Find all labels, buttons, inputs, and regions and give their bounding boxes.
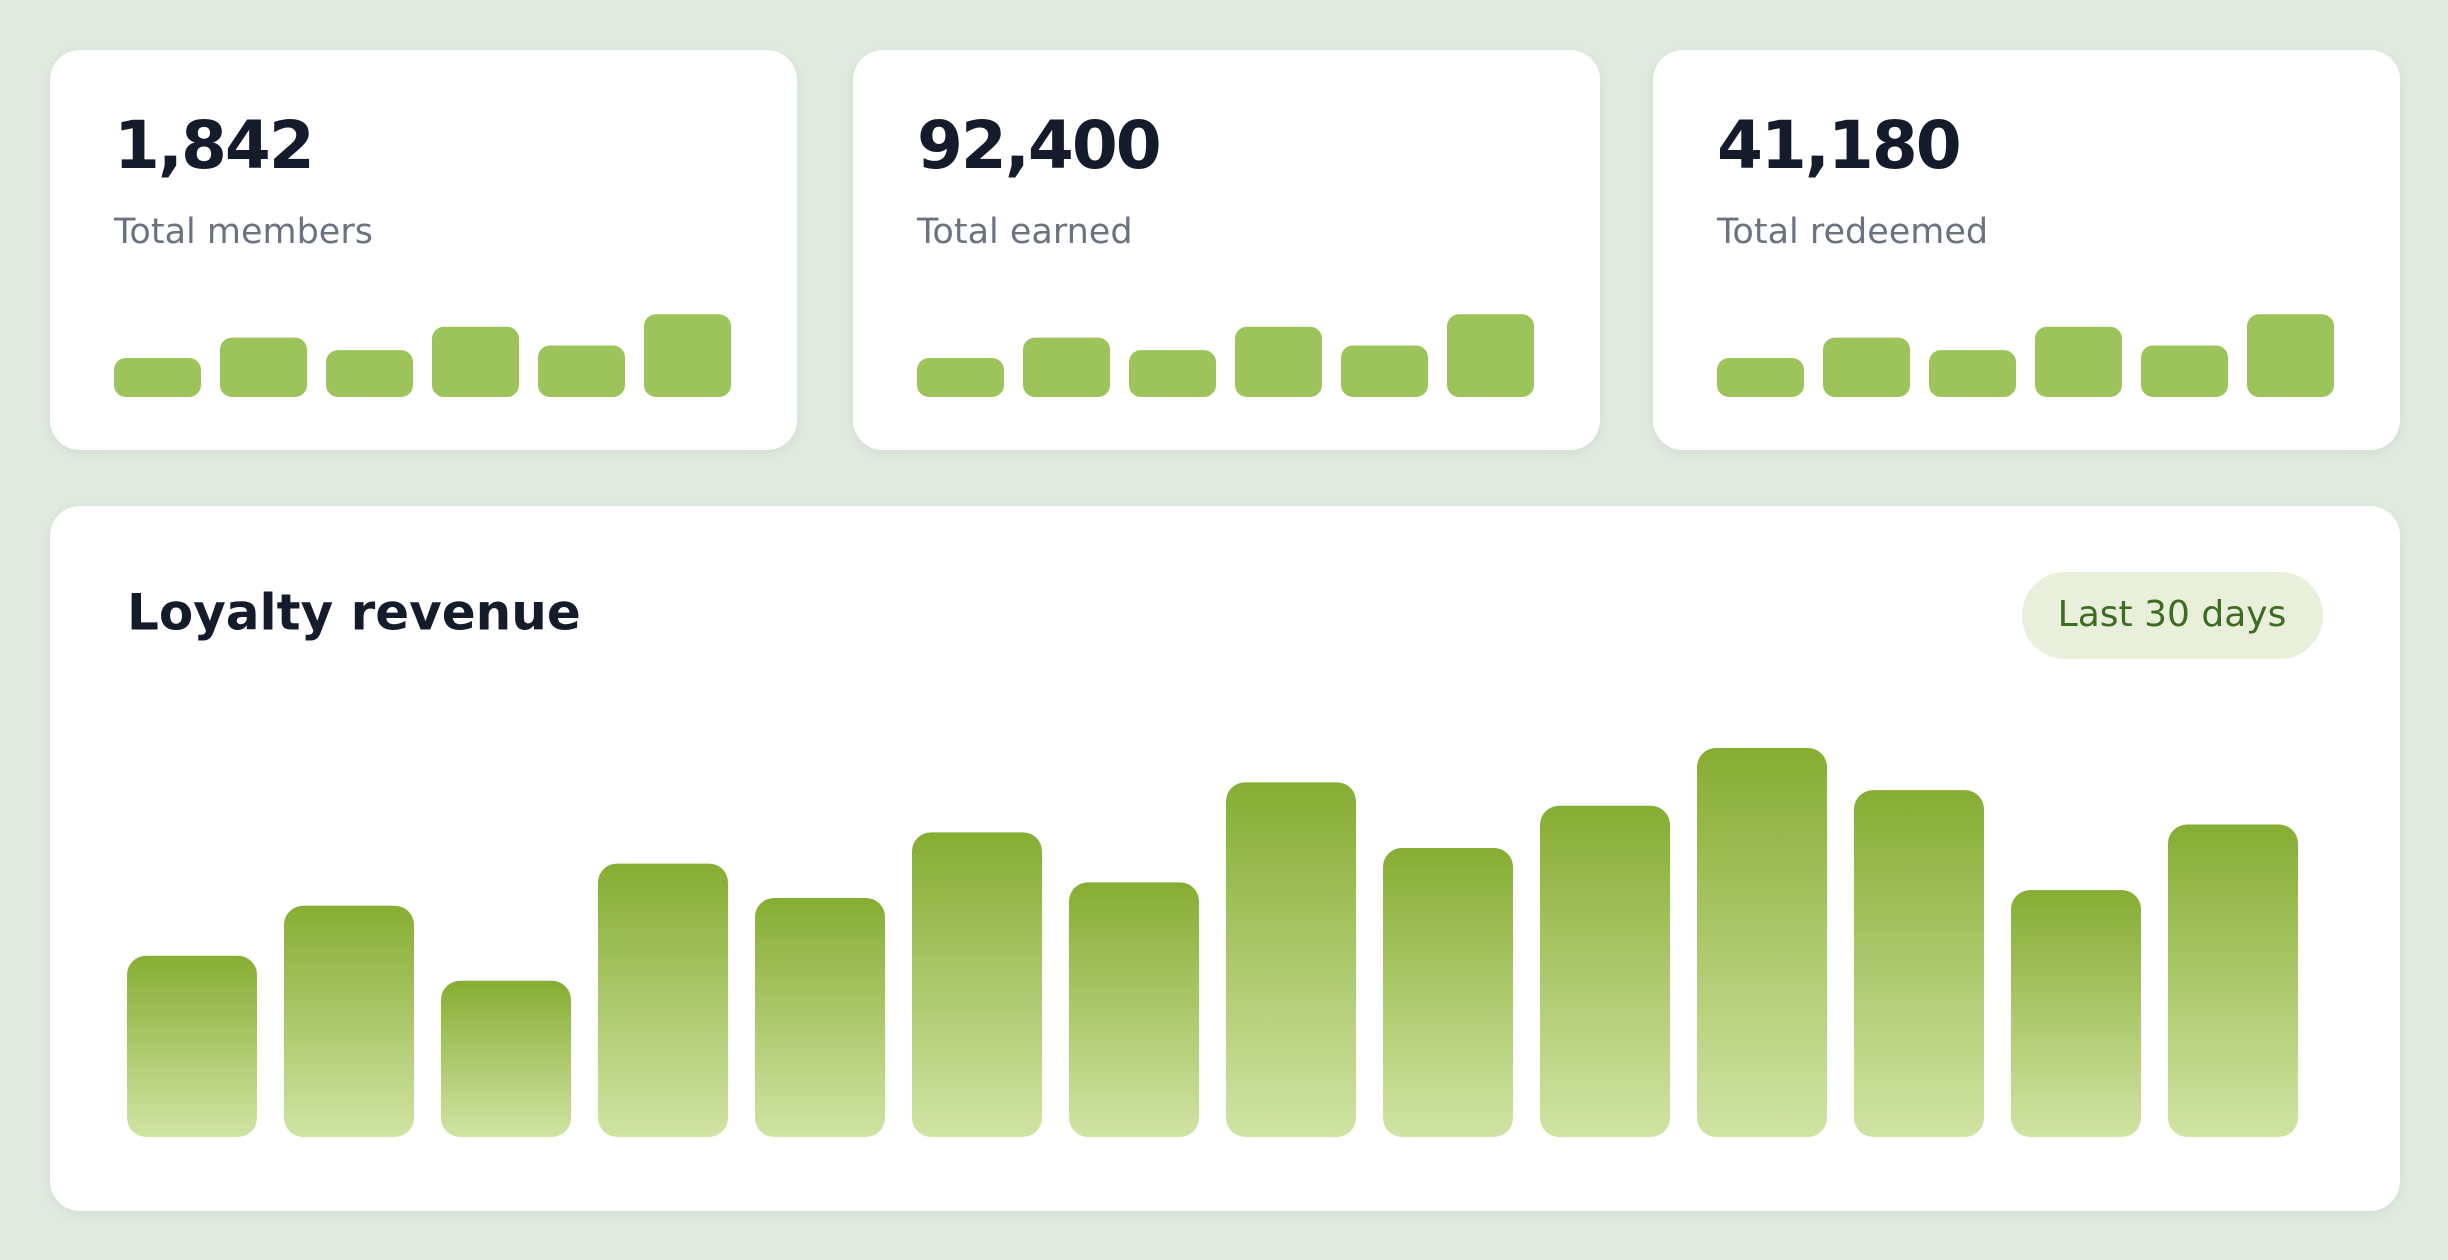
bar xyxy=(441,980,571,1137)
mini-bar xyxy=(1447,314,1534,397)
mini-bar xyxy=(1235,326,1322,397)
mini-bar xyxy=(2035,326,2122,397)
bar xyxy=(1540,805,1670,1137)
stat-value: 1,842 xyxy=(114,107,313,184)
bar xyxy=(1697,747,1827,1137)
bar xyxy=(127,955,257,1137)
bar xyxy=(1226,782,1356,1137)
mini-bar xyxy=(326,350,413,397)
bar xyxy=(1383,847,1513,1137)
mini-bar xyxy=(220,337,307,397)
period-label[interactable]: Last 30 days xyxy=(2058,594,2287,635)
bar xyxy=(755,897,885,1137)
mini-bar xyxy=(1023,337,1110,397)
mini-bar xyxy=(644,314,731,397)
bar xyxy=(2011,890,2141,1137)
mini-bar xyxy=(1823,337,1910,397)
stat-value: 92,400 xyxy=(917,107,1160,184)
stat-label: Total earned xyxy=(916,212,1133,252)
mini-bar xyxy=(1929,350,2016,397)
period-badge[interactable] xyxy=(2022,572,2323,659)
bar xyxy=(2168,824,2298,1137)
bar xyxy=(1069,882,1199,1137)
mini-bar xyxy=(2141,345,2228,397)
stat-label: Total redeemed xyxy=(1716,212,1988,252)
bar xyxy=(284,905,414,1137)
mini-bar xyxy=(1129,350,1216,397)
mini-bar xyxy=(2247,314,2334,397)
mini-bar xyxy=(432,326,519,397)
bar xyxy=(912,832,1042,1137)
mini-bar xyxy=(538,345,625,397)
mini-bar xyxy=(1341,345,1428,397)
stat-label: Total members xyxy=(113,212,373,252)
bar xyxy=(1854,790,1984,1137)
mini-bar xyxy=(114,357,201,397)
chart-title: Loyalty revenue xyxy=(127,584,581,642)
mini-bar xyxy=(917,357,1004,397)
mini-bar xyxy=(1717,357,1804,397)
stat-value: 41,180 xyxy=(1717,107,1960,184)
bar xyxy=(598,863,728,1137)
